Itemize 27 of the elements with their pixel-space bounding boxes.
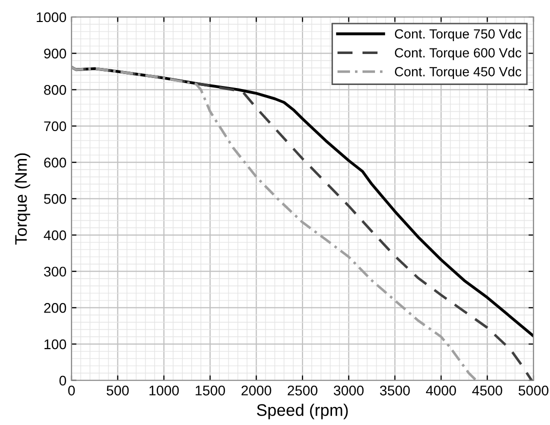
x-tick-label: 2500 <box>288 386 318 396</box>
legend-label: Cont. Torque 750 Vdc <box>394 28 522 42</box>
x-tick-label: 5000 <box>518 386 548 396</box>
y-tick-label: 300 <box>44 266 66 277</box>
y-axis-title: Torque (Nm) <box>14 153 30 245</box>
y-tick-label: 700 <box>44 121 66 132</box>
y-tick-label: 200 <box>44 303 66 313</box>
y-tick-label: 500 <box>44 194 66 204</box>
x-tick-label: 0 <box>68 386 75 396</box>
y-tick-label: 1000 <box>36 12 66 22</box>
x-tick-label: 500 <box>106 386 129 396</box>
y-tick-label: 800 <box>44 85 66 95</box>
x-tick-label: 4000 <box>426 386 456 396</box>
x-tick-label: 3500 <box>380 386 410 396</box>
x-axis-title: Speed (rpm) <box>256 404 348 420</box>
x-tick-label: 1500 <box>196 386 226 396</box>
x-tick-label: 1000 <box>150 386 179 396</box>
y-tick-label: 900 <box>44 48 66 59</box>
y-tick-label: 400 <box>44 230 66 240</box>
y-tick-label: 100 <box>44 339 66 350</box>
x-tick-label: 3000 <box>334 386 364 396</box>
x-tick-label: 2000 <box>242 386 272 396</box>
y-tick-label: 600 <box>44 158 66 168</box>
legend-label: Cont. Torque 600 Vdc <box>394 48 522 60</box>
legend-label: Cont. Torque 450 Vdc <box>394 66 522 79</box>
y-tick-label: 0 <box>59 376 66 386</box>
x-tick-label: 4500 <box>472 386 502 396</box>
